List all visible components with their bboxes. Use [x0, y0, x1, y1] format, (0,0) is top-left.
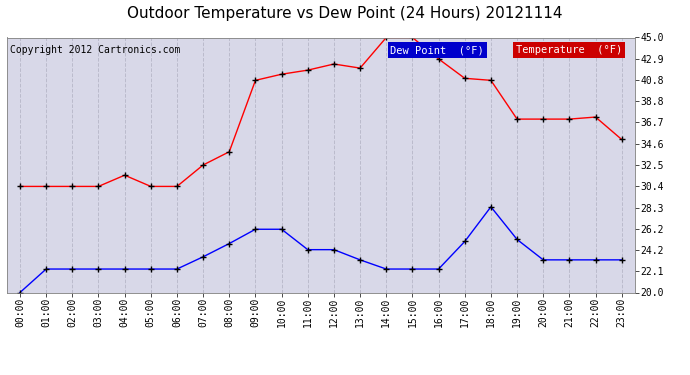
Text: Temperature  (°F): Temperature (°F) — [516, 45, 622, 55]
Text: Copyright 2012 Cartronics.com: Copyright 2012 Cartronics.com — [10, 45, 180, 55]
Text: Outdoor Temperature vs Dew Point (24 Hours) 20121114: Outdoor Temperature vs Dew Point (24 Hou… — [127, 6, 563, 21]
Text: Dew Point  (°F): Dew Point (°F) — [391, 45, 484, 55]
